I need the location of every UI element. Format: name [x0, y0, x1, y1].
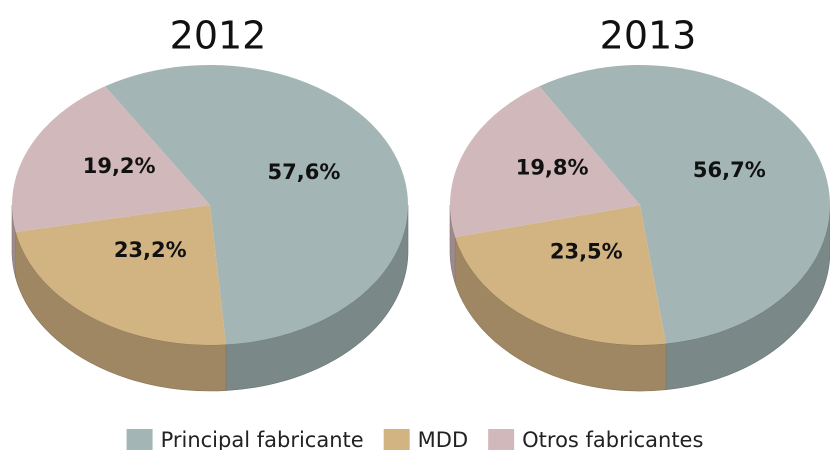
legend-label: MDD	[418, 428, 468, 450]
data-label: 19,2%	[83, 154, 156, 178]
data-label: 19,8%	[516, 155, 589, 179]
pie-slice	[450, 86, 640, 238]
pie-slice	[455, 205, 667, 345]
legend-label: Principal fabricante	[161, 428, 364, 450]
legend-swatch	[126, 429, 153, 450]
data-label: 56,7%	[693, 158, 766, 182]
pie-slice	[105, 65, 408, 345]
data-label: 57,6%	[268, 160, 341, 184]
chart-title: 2013	[600, 14, 697, 58]
pie-slice	[12, 86, 211, 233]
legend-swatch	[488, 429, 515, 450]
data-label: 23,5%	[550, 240, 623, 264]
pie-slice	[539, 65, 830, 344]
legend-swatch	[383, 429, 410, 450]
pie-slice	[15, 205, 227, 345]
data-label: 23,2%	[114, 238, 187, 262]
legend-label: Otros fabricantes	[522, 428, 703, 450]
chart-title: 2012	[170, 14, 267, 58]
